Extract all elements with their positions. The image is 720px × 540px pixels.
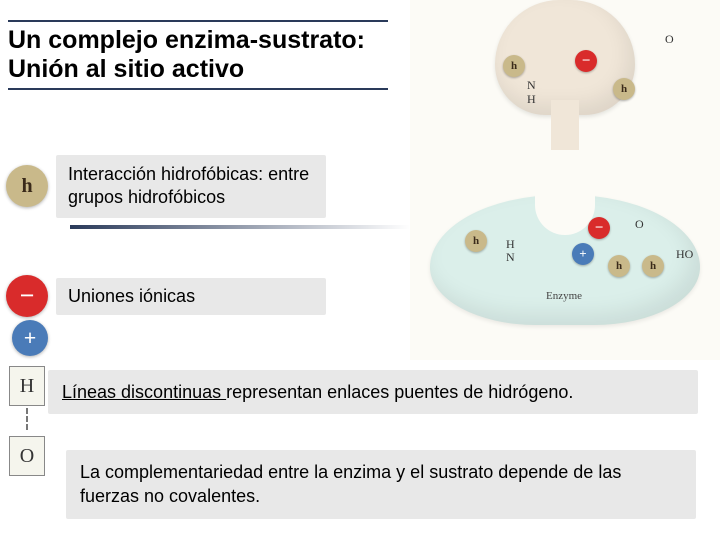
enzyme-substrate-diagram: Substrate h − h N H O h − + h h N H O HO… <box>410 0 720 360</box>
p3-rest: representan enlaces puentes de hidrógeno… <box>226 382 573 402</box>
atom-H-label: H <box>527 92 536 107</box>
atom-N-label: N <box>506 250 515 265</box>
atom-H-label: H <box>506 237 515 252</box>
atom-O: O <box>9 436 45 476</box>
mini-h-icon: h <box>613 78 635 100</box>
paragraph-hbond: Líneas discontinuas representan enlaces … <box>48 370 698 414</box>
legend-ionic-text: Uniones iónicas <box>56 278 326 315</box>
p3-underline: Líneas discontinuas <box>62 382 226 402</box>
paragraph-complementarity: La complementariedad entre la enzima y e… <box>66 450 696 519</box>
mini-h-icon: h <box>642 255 664 277</box>
mini-neg-icon: − <box>588 217 610 239</box>
mini-h-icon: h <box>608 255 630 277</box>
enzyme-label: Enzyme <box>546 290 582 302</box>
negative-badge-icon: − <box>6 275 48 317</box>
substrate-shape: h − h N H O <box>465 0 665 150</box>
mini-neg-icon: − <box>575 50 597 72</box>
atom-N-label: N <box>527 78 536 93</box>
legend-ionic: − Uniones iónicas <box>0 275 326 317</box>
h-badge-icon: h <box>6 165 48 207</box>
atom-O-label: O <box>665 32 674 47</box>
enzyme-shape: h − + h h N H O HO Enzyme <box>430 195 700 340</box>
slide-title: Un complejo enzima-sustrato: Unión al si… <box>8 26 388 84</box>
title-block: Un complejo enzima-sustrato: Unión al si… <box>8 20 388 90</box>
mini-h-icon: h <box>503 55 525 77</box>
atom-O-label: O <box>635 217 644 232</box>
mini-pos-icon: + <box>572 243 594 265</box>
positive-badge-icon: + <box>12 320 48 356</box>
hbond-dash-icon <box>26 408 28 430</box>
legend-hydrophobic-text: Interacción hidrofóbicas: entre grupos h… <box>56 155 326 218</box>
atom-HO-label: HO <box>676 247 693 262</box>
section-divider <box>70 225 410 229</box>
legend-hydrophobic: h Interacción hidrofóbicas: entre grupos… <box>0 155 326 218</box>
legend-extra: + H O <box>6 320 48 476</box>
atom-H: H <box>9 366 45 406</box>
mini-h-icon: h <box>465 230 487 252</box>
